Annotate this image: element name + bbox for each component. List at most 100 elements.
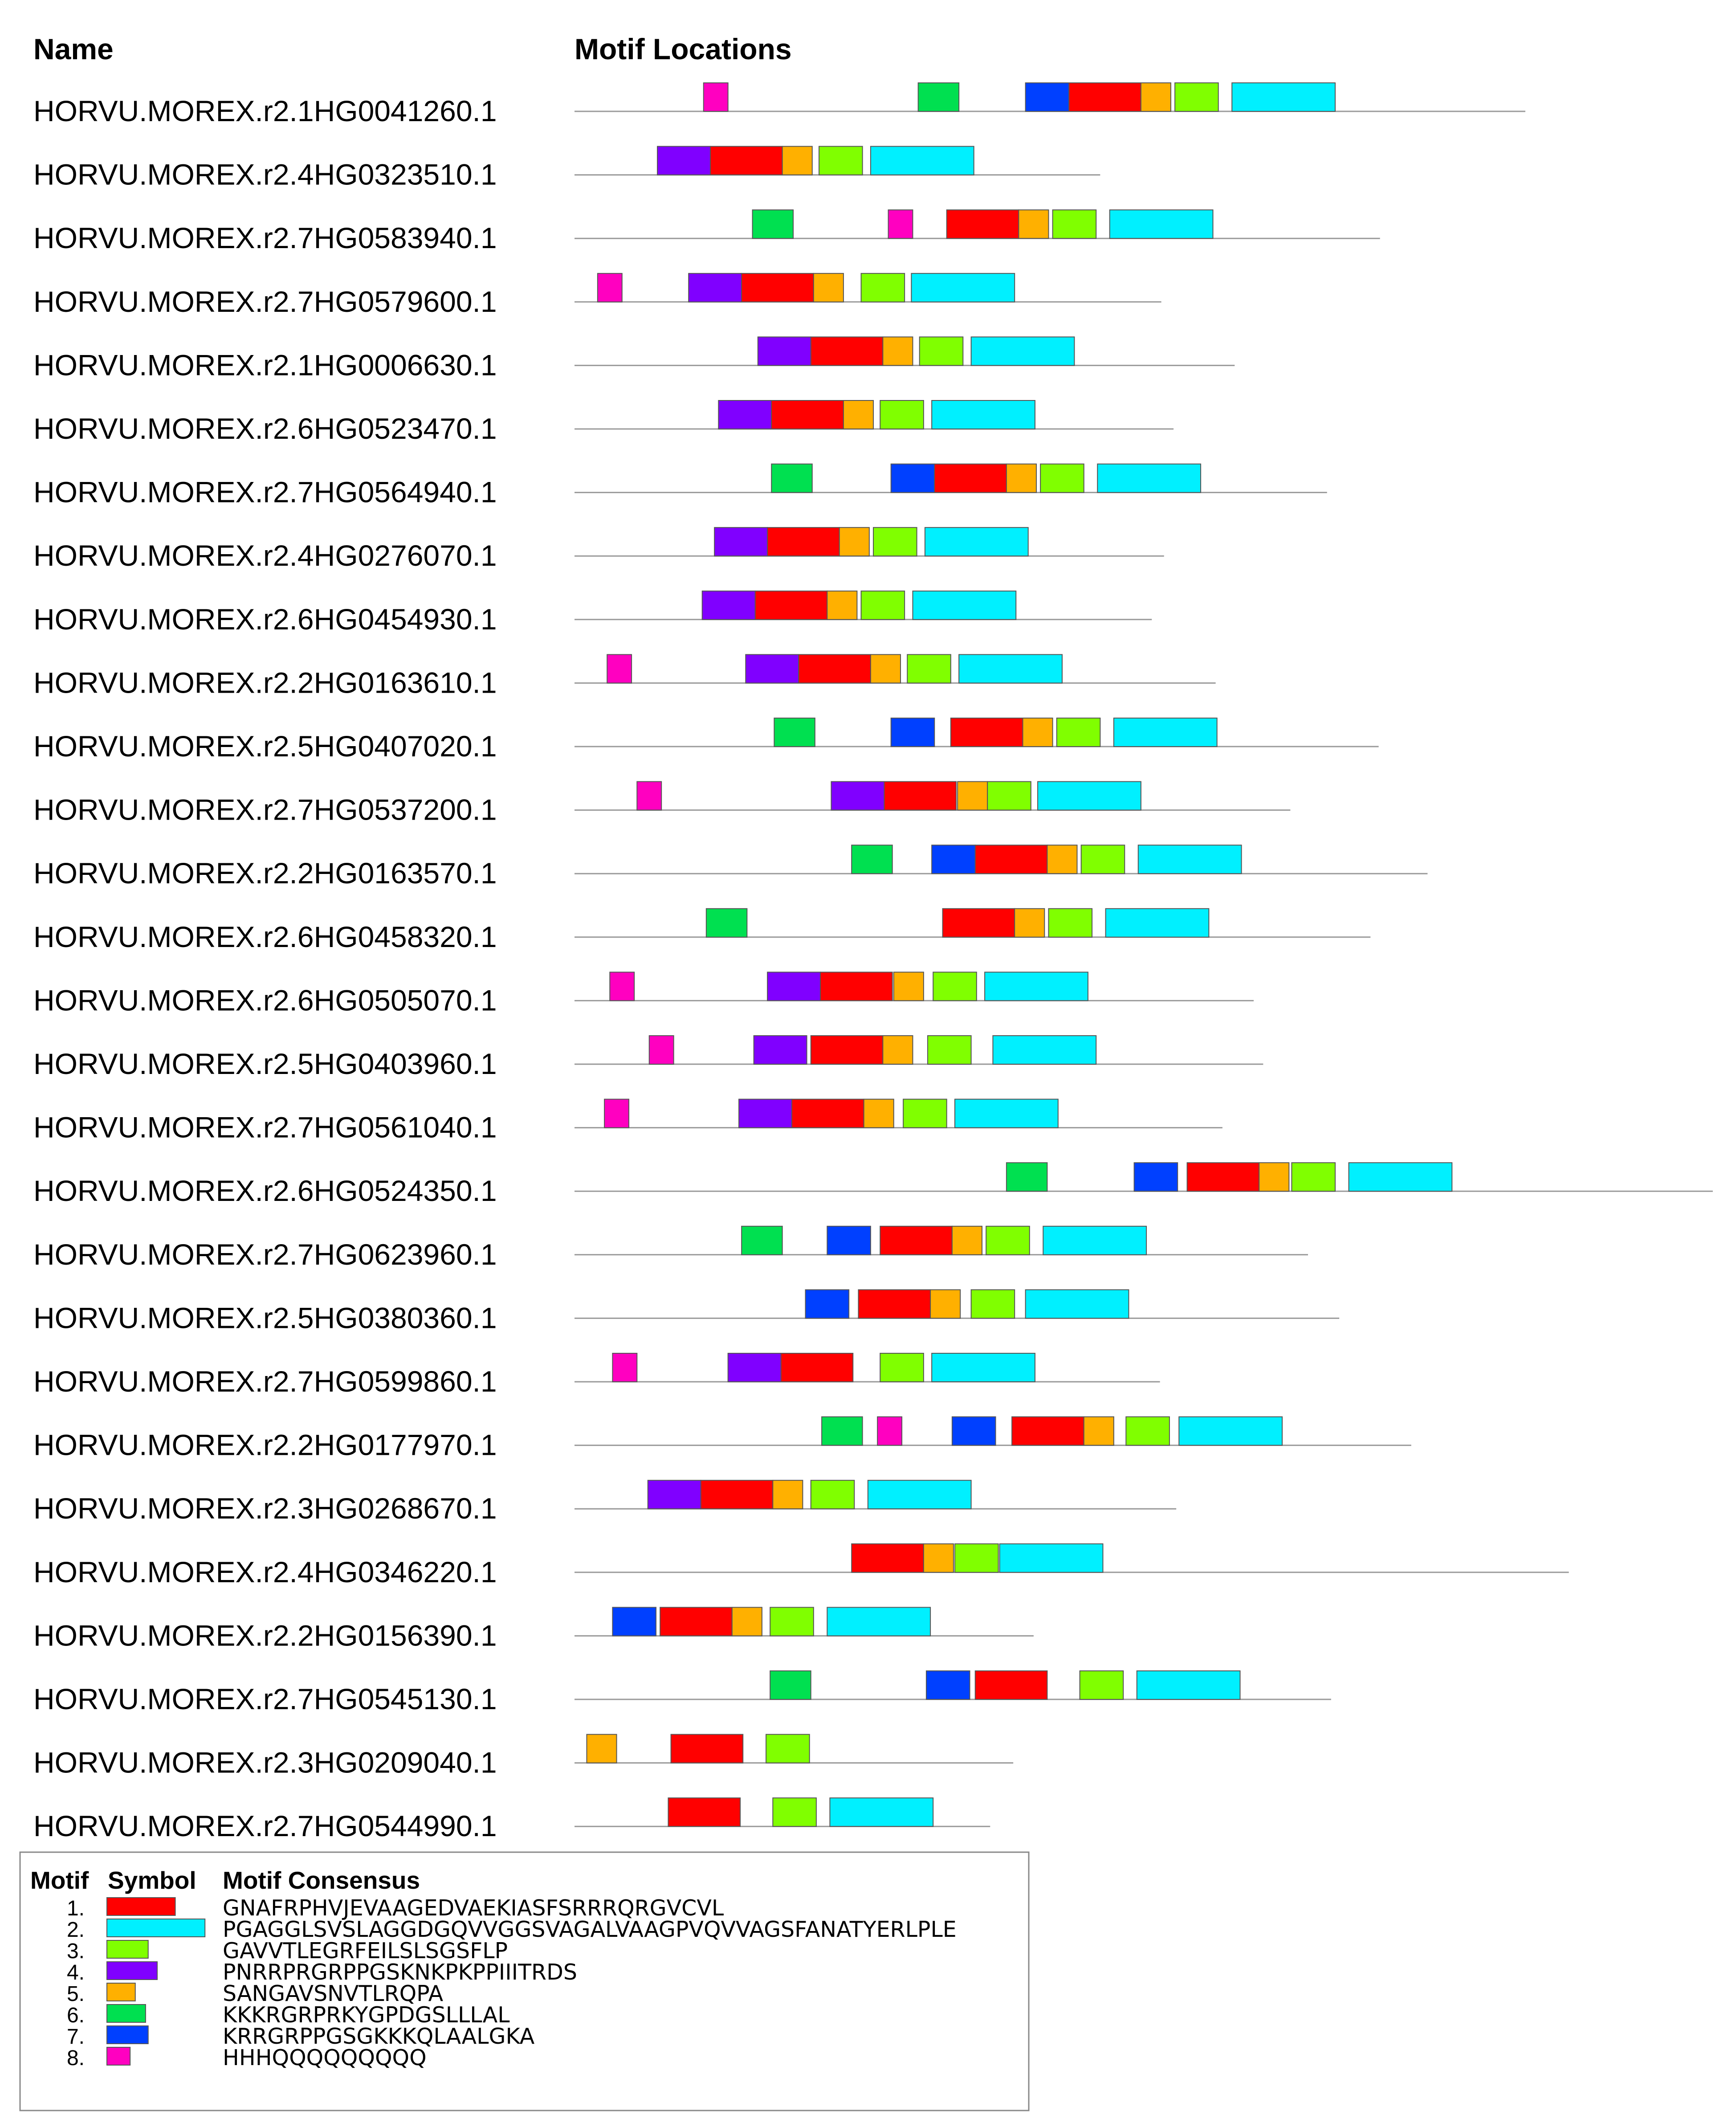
legend-consensus-header: Motif Consensus: [223, 1866, 420, 1894]
sequence-name: HORVU.MOREX.r2.5HG0407020.1: [33, 730, 497, 763]
motif-3-block: [1056, 718, 1101, 747]
motif-2-block: [870, 146, 974, 176]
sequence-row: HORVU.MOREX.r2.7HG0579600.1: [33, 273, 1161, 318]
motif-3-block: [873, 527, 917, 557]
motif-3-block: [987, 781, 1031, 811]
motif-5-block: [1140, 82, 1171, 112]
motif-5-block: [882, 1035, 913, 1065]
motif-5-block: [870, 654, 901, 684]
sequence-row: HORVU.MOREX.r2.4HG0323510.1: [33, 146, 1100, 191]
motif-1-block: [1011, 1416, 1084, 1446]
motif-3-block: [919, 336, 964, 366]
motif-2-block: [1105, 908, 1210, 938]
motif-1-block: [946, 209, 1019, 239]
legend-row: 4. PNRRPRGRPPGSKNKPKPPIIITRDS: [67, 1960, 577, 1985]
motif-1-block: [934, 463, 1007, 493]
motif-5-block: [1022, 718, 1053, 747]
sequence-row: HORVU.MOREX.r2.7HG0623960.1: [33, 1225, 1308, 1271]
motif-3-block: [1040, 463, 1084, 493]
sequence-row: HORVU.MOREX.r2.4HG0346220.1: [33, 1543, 1569, 1588]
sequence-row: HORVU.MOREX.r2.7HG0561040.1: [33, 1098, 1223, 1144]
sequence-name: HORVU.MOREX.r2.4HG0323510.1: [33, 158, 497, 191]
motif-4-block: [757, 336, 811, 366]
motif-2-block: [1231, 82, 1336, 112]
motif-2-block: [1136, 1670, 1241, 1700]
motif-4-block: [745, 654, 799, 684]
sequence-name: HORVU.MOREX.r2.7HG0544990.1: [33, 1809, 497, 1842]
motif-3-block: [970, 1289, 1015, 1319]
motif-2-block: [954, 1098, 1059, 1128]
legend-consensus: PGAGGLSVSLAGGDGQVVGGSVAGALVAAGPVQVVAGSFA…: [223, 1917, 957, 1942]
motif-8-block: [648, 1035, 674, 1065]
legend-symbol-swatch: [106, 2025, 149, 2044]
motif-3-block: [927, 1035, 972, 1065]
motif-7-block: [827, 1225, 871, 1255]
legend-motif-number: 2.: [67, 1918, 85, 1942]
motif-2-block: [924, 527, 1029, 557]
motif-5-block: [1014, 908, 1045, 938]
legend-rows: 1. GNAFRPHVJEVAAGEDVAEKIASFSRRRQRGVCVL 2. P…: [67, 1895, 957, 2070]
sequence-name: HORVU.MOREX.r2.7HG0579600.1: [33, 285, 497, 318]
motif-6-block: [752, 209, 794, 239]
motif-2-block: [1043, 1225, 1147, 1255]
motif-locations-header: Motif Locations: [575, 33, 792, 65]
motif-7-block: [925, 1670, 970, 1700]
motif-5-block: [951, 1225, 982, 1255]
legend-motif-number: 4.: [67, 1961, 85, 1984]
motif-3-block: [907, 654, 951, 684]
motif-3-block: [880, 1353, 924, 1382]
motif-5-block: [930, 1289, 961, 1319]
motif-5-block: [957, 781, 988, 811]
legend-symbol-swatch: [106, 1919, 206, 1937]
sequence-name: HORVU.MOREX.r2.7HG0583940.1: [33, 221, 497, 254]
legend-motif-number: 5.: [67, 1982, 85, 2006]
legend-consensus: PNRRPRGRPPGSKNKPKPPIIITRDS: [223, 1960, 577, 1985]
sequence-row: HORVU.MOREX.r2.6HG0454930.1: [33, 590, 1152, 636]
name-column-header: Name: [33, 33, 114, 65]
legend-motif-header: Motif: [30, 1866, 89, 1894]
motif-5-block: [893, 972, 924, 1001]
motif-3-block: [860, 273, 905, 302]
motif-2-block: [984, 972, 1088, 1001]
motif-5-block: [882, 336, 913, 366]
legend-symbol-swatch: [106, 2047, 131, 2066]
legend-row: 1. GNAFRPHVJEVAAGEDVAEKIASFSRRRQRGVCVL: [67, 1895, 724, 1921]
sequence-name: HORVU.MOREX.r2.4HG0276070.1: [33, 539, 497, 572]
motif-1-block: [880, 1225, 953, 1255]
sequence-name: HORVU.MOREX.r2.2HG0156390.1: [33, 1619, 497, 1652]
legend-consensus: KRRGRPPGSGKKKQLAALGKA: [223, 2024, 535, 2049]
motif-7-block: [890, 718, 935, 747]
motif-7-block: [1133, 1162, 1178, 1192]
motif-2-block: [1113, 718, 1218, 747]
motif-7-block: [931, 845, 976, 874]
sequence-row: HORVU.MOREX.r2.5HG0407020.1: [33, 718, 1379, 763]
sequence-name: HORVU.MOREX.r2.7HG0561040.1: [33, 1111, 497, 1144]
motif-3-block: [1052, 209, 1097, 239]
motif-6-block: [851, 845, 893, 874]
motif-4-block: [701, 590, 756, 620]
motif-1-block: [942, 908, 1015, 938]
motif-3-block: [1125, 1416, 1170, 1446]
motif-5-block: [827, 590, 858, 620]
motif-1-block: [1068, 82, 1141, 112]
motif-3-block: [1048, 908, 1093, 938]
motif-1-block: [670, 1734, 744, 1764]
motif-8-block: [609, 972, 635, 1001]
motif-1-block: [1186, 1162, 1260, 1192]
motif-1-block: [791, 1098, 864, 1128]
legend-consensus: HHHQQQQQQQQQ: [223, 2045, 427, 2070]
motif-1-block: [851, 1543, 924, 1573]
motif-8-block: [703, 82, 729, 112]
sequence-name: HORVU.MOREX.r2.4HG0346220.1: [33, 1556, 497, 1588]
motif-3-block: [933, 972, 977, 1001]
motif-4-block: [753, 1035, 807, 1065]
sequence-row: HORVU.MOREX.r2.3HG0268670.1: [33, 1480, 1177, 1525]
sequence-row: HORVU.MOREX.r2.3HG0209040.1: [33, 1734, 1014, 1779]
sequence-row: HORVU.MOREX.r2.4HG0276070.1: [33, 527, 1164, 572]
sequence-row: HORVU.MOREX.r2.5HG0380360.1: [33, 1289, 1340, 1334]
sequence-row: HORVU.MOREX.r2.1HG0006630.1: [33, 336, 1235, 381]
motif-2-block: [867, 1480, 972, 1510]
motif-8-block: [877, 1416, 903, 1446]
motif-1-block: [798, 654, 871, 684]
